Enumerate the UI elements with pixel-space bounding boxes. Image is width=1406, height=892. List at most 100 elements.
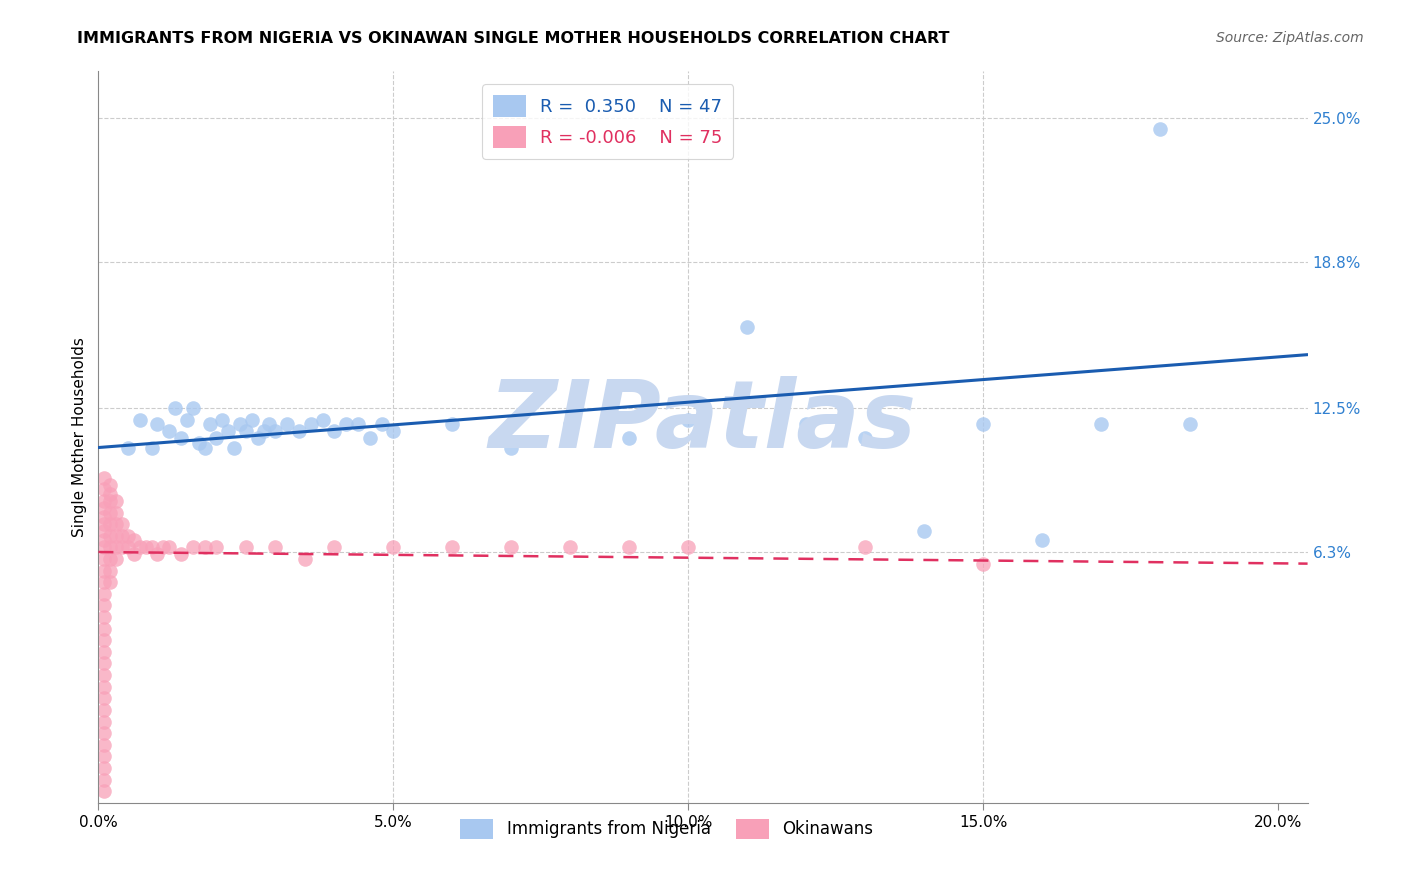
Point: [152, 541, 174, 555]
Point: [441, 417, 464, 432]
Point: [311, 412, 333, 426]
Text: IMMIGRANTS FROM NIGERIA VS OKINAWAN SINGLE MOTHER HOUSEHOLDS CORRELATION CHART: IMMIGRANTS FROM NIGERIA VS OKINAWAN SING…: [77, 31, 950, 46]
Point: [93, 494, 115, 508]
Point: [222, 441, 245, 455]
Point: [382, 541, 405, 555]
Point: [246, 431, 269, 445]
Point: [117, 529, 139, 543]
Point: [359, 431, 381, 445]
Point: [128, 412, 150, 426]
Point: [335, 417, 357, 432]
Point: [93, 599, 115, 613]
Point: [117, 441, 139, 455]
Point: [93, 471, 115, 485]
Point: [105, 494, 128, 508]
Text: Source: ZipAtlas.com: Source: ZipAtlas.com: [1216, 31, 1364, 45]
Point: [98, 506, 121, 520]
Point: [299, 417, 322, 432]
Point: [111, 517, 134, 532]
Point: [111, 529, 134, 543]
Point: [501, 441, 523, 455]
Point: [141, 541, 163, 555]
Point: [93, 587, 115, 601]
Point: [205, 541, 228, 555]
Point: [194, 441, 217, 455]
Y-axis label: Single Mother Households: Single Mother Households: [72, 337, 87, 537]
Point: [98, 487, 121, 501]
Point: [122, 547, 145, 561]
Point: [735, 319, 758, 334]
Point: [294, 552, 316, 566]
Text: ZIPatlas: ZIPatlas: [489, 376, 917, 468]
Point: [181, 541, 204, 555]
Point: [157, 541, 180, 555]
Legend: Immigrants from Nigeria, Okinawans: Immigrants from Nigeria, Okinawans: [453, 812, 880, 846]
Point: [794, 417, 817, 432]
Point: [560, 541, 582, 555]
Point: [370, 417, 392, 432]
Point: [93, 657, 115, 671]
Point: [619, 431, 641, 445]
Point: [678, 412, 700, 426]
Point: [128, 541, 150, 555]
Point: [853, 541, 876, 555]
Point: [229, 417, 252, 432]
Point: [1031, 533, 1053, 548]
Point: [93, 680, 115, 694]
Point: [501, 541, 523, 555]
Point: [93, 784, 115, 798]
Point: [165, 401, 187, 415]
Point: [259, 417, 281, 432]
Point: [176, 412, 198, 426]
Point: [288, 424, 311, 438]
Point: [122, 533, 145, 548]
Point: [211, 412, 233, 426]
Point: [972, 417, 994, 432]
Point: [972, 557, 994, 571]
Point: [93, 533, 115, 548]
Point: [141, 441, 163, 455]
Point: [111, 541, 134, 555]
Point: [105, 517, 128, 532]
Point: [264, 541, 287, 555]
Point: [93, 645, 115, 659]
Point: [98, 575, 121, 590]
Point: [98, 517, 121, 532]
Point: [382, 424, 405, 438]
Point: [105, 552, 128, 566]
Point: [93, 552, 115, 566]
Point: [276, 417, 298, 432]
Point: [98, 541, 121, 555]
Point: [105, 541, 128, 555]
Point: [93, 575, 115, 590]
Point: [146, 417, 169, 432]
Point: [264, 424, 287, 438]
Point: [678, 541, 700, 555]
Point: [194, 541, 217, 555]
Point: [93, 541, 115, 555]
Point: [93, 691, 115, 706]
Point: [93, 738, 115, 752]
Point: [93, 703, 115, 717]
Point: [93, 517, 115, 532]
Point: [93, 772, 115, 787]
Point: [93, 510, 115, 524]
Point: [93, 726, 115, 740]
Point: [98, 494, 121, 508]
Point: [98, 529, 121, 543]
Point: [93, 622, 115, 636]
Point: [1090, 417, 1112, 432]
Point: [98, 552, 121, 566]
Point: [217, 424, 239, 438]
Point: [187, 436, 209, 450]
Point: [181, 401, 204, 415]
Point: [98, 477, 121, 491]
Point: [252, 424, 274, 438]
Point: [157, 424, 180, 438]
Point: [93, 524, 115, 538]
Point: [135, 541, 157, 555]
Point: [240, 412, 263, 426]
Point: [170, 431, 193, 445]
Point: [93, 564, 115, 578]
Point: [93, 610, 115, 624]
